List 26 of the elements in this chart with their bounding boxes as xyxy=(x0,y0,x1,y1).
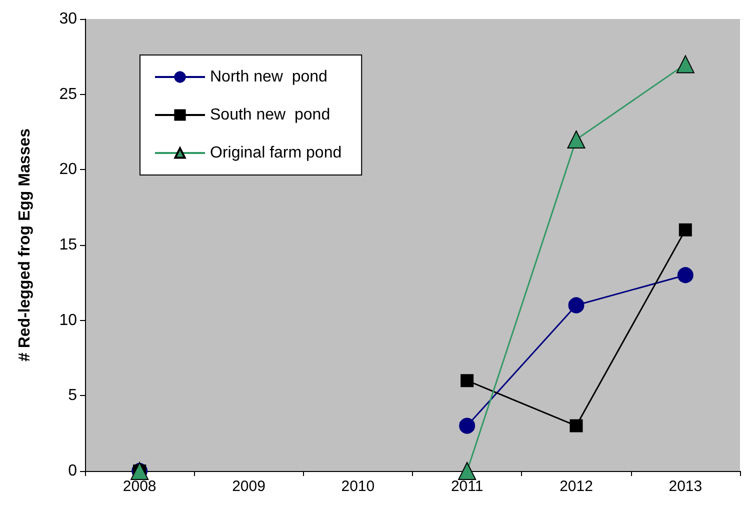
x-tick-label: 2009 xyxy=(232,478,266,495)
y-tick-label: 15 xyxy=(59,236,78,254)
y-axis-title: # Red-legged frog Egg Masses xyxy=(16,128,34,362)
y-tick-label: 5 xyxy=(68,387,78,404)
y-tick-label: 0 xyxy=(68,462,78,480)
x-tick-label: 2008 xyxy=(122,478,156,495)
point xyxy=(570,419,583,432)
point xyxy=(678,223,692,236)
point xyxy=(568,297,584,314)
legend-label: South new pond xyxy=(210,106,330,124)
x-tick-label: 2010 xyxy=(341,478,375,495)
point xyxy=(567,130,586,149)
point xyxy=(458,462,476,480)
y-tick-label: 25 xyxy=(59,86,78,103)
y-tick-label: 30 xyxy=(59,10,78,28)
x-tick-label: 2012 xyxy=(560,478,593,495)
x-tick-label: 2013 xyxy=(668,478,702,495)
point xyxy=(460,374,474,388)
point xyxy=(459,418,476,434)
point xyxy=(677,267,694,284)
x-tick-label: 2011 xyxy=(450,478,484,495)
legend-label: North new pond xyxy=(210,68,328,86)
legend-label: Original farm pond xyxy=(210,144,342,162)
y-tick-label: 10 xyxy=(59,312,78,329)
point xyxy=(676,55,694,74)
y-tick-label: 20 xyxy=(59,161,78,178)
